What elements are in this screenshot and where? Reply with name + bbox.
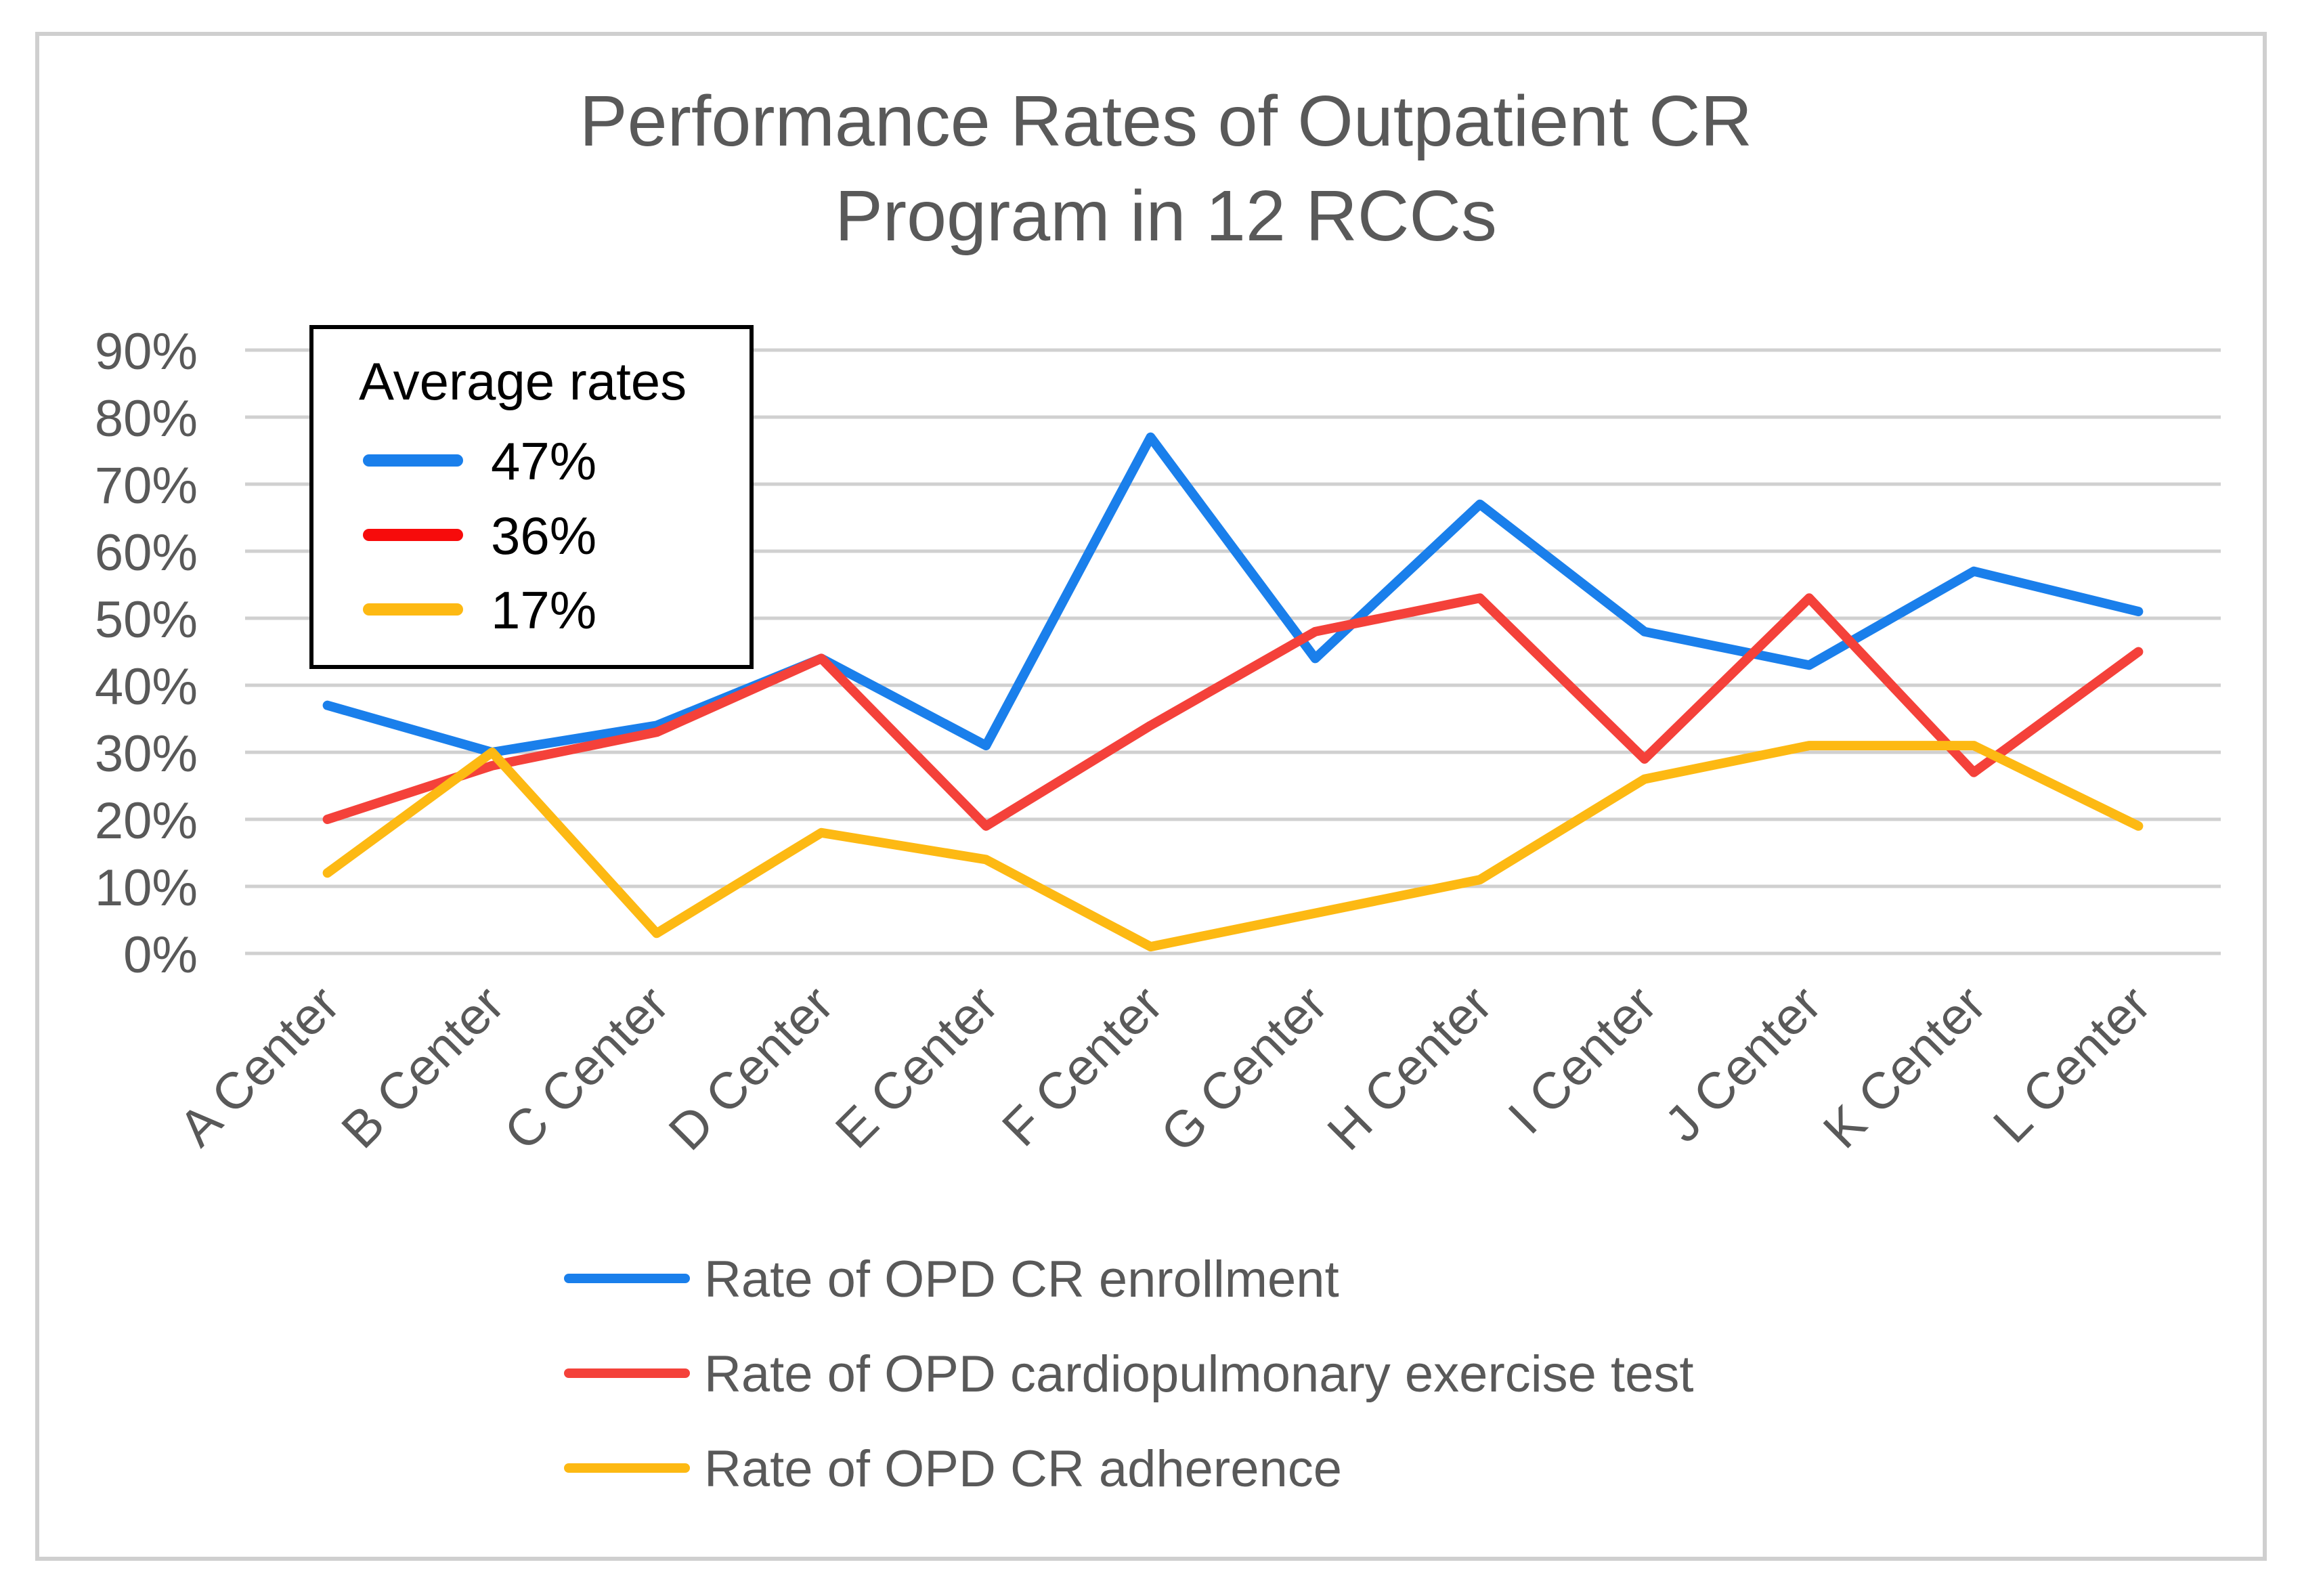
average-rate-value: 36% bbox=[491, 506, 596, 565]
series-line bbox=[322, 593, 2144, 831]
series-line bbox=[322, 741, 2144, 952]
series-lines bbox=[322, 432, 2144, 952]
y-tick-label: 40% bbox=[95, 658, 198, 716]
legend-label: Rate of OPD cardiopulmonary exercise tes… bbox=[704, 1345, 1694, 1403]
average-rates-title: Average rates bbox=[359, 351, 687, 411]
y-tick-label: 70% bbox=[95, 457, 198, 515]
chart-title: Performance Rates of Outpatient CR Progra… bbox=[580, 81, 1752, 256]
series-line bbox=[322, 432, 2144, 757]
y-tick-label: 30% bbox=[95, 725, 198, 783]
y-tick-label: 0% bbox=[123, 926, 198, 984]
legend-label: Rate of OPD CR adherence bbox=[704, 1440, 1342, 1498]
y-tick-label: 60% bbox=[95, 524, 198, 582]
chart-frame bbox=[35, 32, 2267, 1561]
y-tick-label: 20% bbox=[95, 792, 198, 850]
y-tick-label: 50% bbox=[95, 591, 198, 649]
legend-label: Rate of OPD CR enrollment bbox=[704, 1251, 1339, 1308]
y-tick-label: 10% bbox=[95, 859, 198, 917]
y-tick-label: 80% bbox=[95, 390, 198, 448]
legend: Rate of OPD CR enrollment Rate of OPD car… bbox=[564, 1251, 1694, 1498]
y-axis-tick-labels: 0% 10% 20% 30% 40% 50% 60% 70% 80% 90% bbox=[95, 323, 198, 984]
average-rate-value: 47% bbox=[491, 431, 596, 491]
y-tick-label: 90% bbox=[95, 323, 198, 381]
average-rate-value: 17% bbox=[491, 580, 596, 640]
chart-title-line: Performance Rates of Outpatient CR bbox=[580, 81, 1752, 161]
average-rates-box: Average rates 47% 36% 17% bbox=[309, 325, 754, 669]
chart-title-line: Program in 12 RCCs bbox=[835, 176, 1497, 256]
